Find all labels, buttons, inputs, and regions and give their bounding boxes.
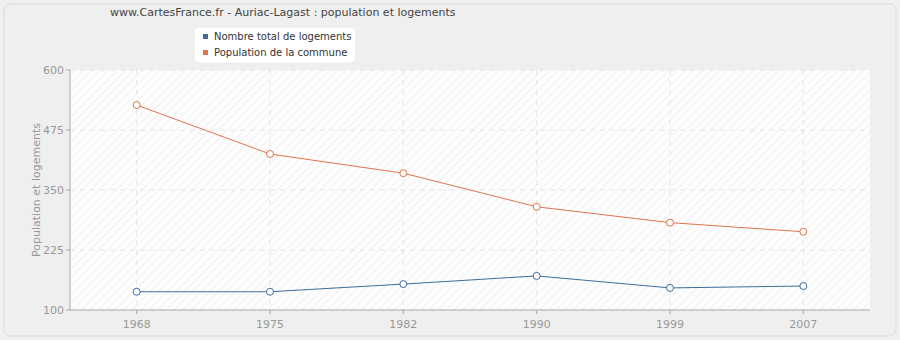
point [267,151,274,158]
grid-line [670,70,671,310]
grid-line [403,70,404,310]
legend-label: Population de la commune [214,47,347,58]
point [267,288,274,295]
point [800,228,807,235]
tick [66,250,70,251]
tick [403,310,404,314]
point [533,203,540,210]
axis-label: Population et logements [30,123,43,257]
series-group [133,102,807,296]
point [400,281,407,288]
tick-label: 1990 [523,318,551,331]
tick-label: 1975 [256,318,284,331]
legend-swatch [203,50,208,55]
tick-label: 2007 [789,318,817,331]
series-line [137,276,804,292]
grid-line [70,310,870,311]
tick [803,310,804,314]
grid-line [270,70,271,310]
point [133,102,140,109]
tick-label: 350 [43,184,64,197]
tick [270,310,271,314]
series-line [137,105,804,232]
grid-line [803,70,804,310]
point [800,283,807,290]
grid-line [70,250,870,251]
point [667,284,674,291]
y-axis [70,70,71,310]
point [400,170,407,177]
frame [4,4,896,336]
tick-label: 1982 [389,318,417,331]
legend-label: Nombre total de logements [214,31,351,42]
grid-line [70,130,870,131]
legend-box [194,27,356,63]
title: www.CartesFrance.fr - Auriac-Lagast : po… [110,6,456,19]
tick-label: 475 [43,124,64,137]
point [533,272,540,279]
plot-area [70,70,870,310]
tick-label: 1999 [656,318,684,331]
point [133,288,140,295]
background [0,0,900,340]
tick [66,70,70,71]
legend: Nombre total de logements Population de l… [194,27,356,63]
tick-label: 1968 [123,318,151,331]
point [667,219,674,226]
tick-label: 225 [43,244,64,257]
legend-swatch [203,34,208,39]
tick [536,310,537,314]
tick-label: 100 [43,304,64,317]
tick [66,310,70,311]
tick [66,130,70,131]
tick [670,310,671,314]
tick [136,310,137,314]
tick [66,190,70,191]
grid-line [70,70,870,71]
x-axis [70,310,870,311]
tick-label: 600 [43,64,64,77]
